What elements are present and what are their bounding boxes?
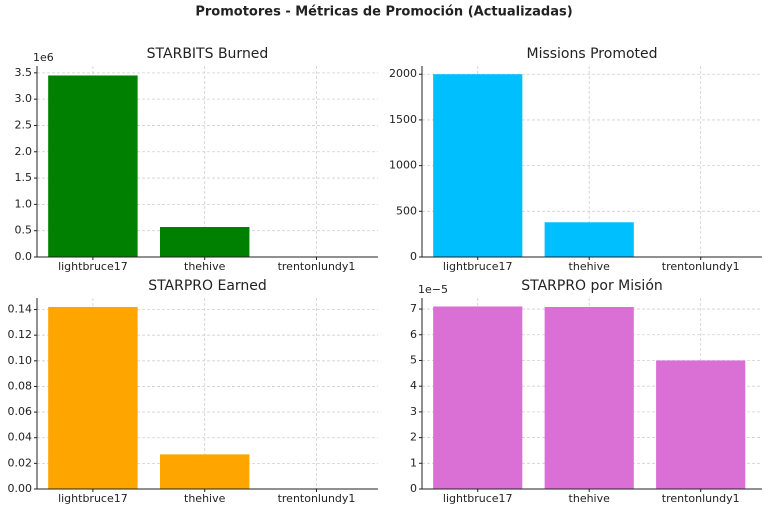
y-tick-label: 0.5 — [15, 224, 33, 237]
y-tick-label: 0.06 — [8, 405, 33, 418]
y-tick-label: 5 — [410, 353, 417, 366]
y-tick-label: 0.04 — [8, 431, 33, 444]
x-tick-label: lightbruce17 — [443, 492, 513, 505]
y-tick-label: 0.14 — [8, 303, 33, 316]
y-tick-label: 1.5 — [15, 171, 33, 184]
subplot-title: STARPRO Earned — [148, 278, 267, 294]
x-tick-label: trentonlundy1 — [662, 260, 740, 273]
y-tick-label: 0.0 — [15, 250, 33, 263]
x-tick-label: thehive — [184, 492, 226, 505]
bar — [544, 306, 634, 489]
bar — [48, 75, 138, 258]
x-tick-label: thehive — [569, 492, 611, 505]
x-tick-label: trentonlundy1 — [662, 492, 740, 505]
x-tick-label: trentonlundy1 — [278, 260, 356, 273]
bar — [544, 222, 634, 257]
x-tick-label: thehive — [569, 260, 611, 273]
bar — [48, 306, 138, 489]
y-tick-label: 2.0 — [15, 145, 33, 158]
y-tick-label: 0.00 — [8, 482, 33, 495]
x-tick-label: lightbruce17 — [58, 260, 128, 273]
y-tick-label: 500 — [396, 204, 417, 217]
figure-title: Promotores - Métricas de Promoción (Actu… — [195, 5, 572, 20]
bar — [159, 227, 250, 257]
y-offset-label: 1e−5 — [418, 283, 448, 296]
subplot-title: STARPRO por Misión — [521, 278, 663, 294]
subplot-title: Missions Promoted — [526, 46, 657, 62]
x-tick-label: thehive — [184, 260, 226, 273]
y-tick-label: 0.10 — [8, 354, 33, 367]
y-tick-label: 0.08 — [8, 379, 33, 392]
x-tick-label: trentonlundy1 — [278, 492, 356, 505]
y-tick-label: 0.12 — [8, 328, 33, 341]
y-tick-label: 2000 — [389, 67, 417, 80]
y-tick-label: 6 — [410, 328, 417, 341]
y-tick-label: 4 — [410, 379, 417, 392]
y-tick-label: 3.5 — [15, 66, 33, 79]
y-tick-label: 1000 — [389, 159, 417, 172]
y-tick-label: 3.0 — [15, 92, 33, 105]
y-tick-label: 1 — [410, 456, 417, 469]
y-tick-label: 2 — [410, 431, 417, 444]
x-tick-label: lightbruce17 — [443, 260, 513, 273]
bar — [159, 454, 250, 489]
bar — [433, 306, 523, 489]
y-offset-label: 1e6 — [33, 51, 54, 64]
y-tick-label: 1500 — [389, 113, 417, 126]
y-tick-label: 3 — [410, 405, 417, 418]
bar — [433, 74, 523, 257]
bar — [656, 360, 746, 489]
y-tick-label: 1.0 — [15, 197, 33, 210]
y-tick-label: 7 — [410, 302, 417, 315]
x-tick-label: lightbruce17 — [58, 492, 128, 505]
y-tick-label: 2.5 — [15, 118, 33, 131]
y-tick-label: 0 — [410, 250, 417, 263]
y-tick-label: 0 — [410, 482, 417, 495]
y-tick-label: 0.02 — [8, 456, 33, 469]
subplot-title: STARBITS Burned — [147, 46, 269, 62]
